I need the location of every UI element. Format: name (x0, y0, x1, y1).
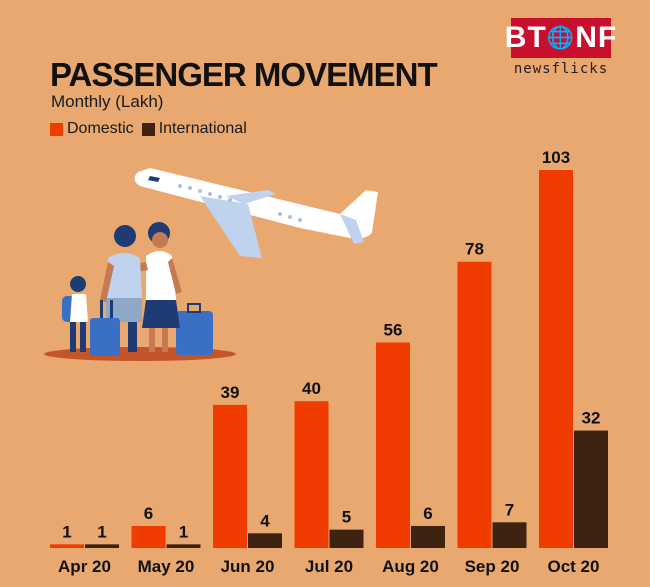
data-label-international-1: 1 (179, 522, 188, 541)
data-label-domestic-4: 56 (384, 320, 403, 339)
bar-international-1 (166, 544, 201, 548)
bar-international-6 (574, 430, 608, 548)
data-label-domestic-0: 1 (62, 522, 71, 541)
bar-international-0 (85, 544, 119, 548)
bar-international-5 (492, 522, 527, 548)
x-tick-label-2: Jun 20 (221, 557, 275, 576)
bar-domestic-0 (50, 544, 84, 548)
data-label-international-6: 32 (582, 409, 601, 428)
data-label-international-0: 1 (97, 522, 106, 541)
bar-domestic-1 (131, 525, 166, 548)
x-tick-label-5: Sep 20 (465, 557, 520, 576)
data-label-international-4: 6 (423, 504, 432, 523)
legend-domestic: Domestic (50, 120, 134, 138)
airplane-icon (134, 168, 378, 258)
x-tick-label-6: Oct 20 (548, 557, 600, 576)
legend-label-international: International (158, 120, 247, 137)
data-label-domestic-6: 103 (542, 148, 570, 167)
bar-domestic-2 (213, 404, 247, 548)
legend-international: International (141, 120, 247, 138)
x-tick-label-4: Aug 20 (382, 557, 439, 576)
data-label-domestic-2: 39 (221, 383, 240, 402)
bar-international-3 (329, 529, 364, 548)
brand-logo: BT 🌐 NF newsflicks (505, 18, 616, 77)
luggage-icon (90, 300, 120, 356)
chart-title: PASSENGER MOVEMENT (50, 56, 438, 93)
data-label-international-2: 4 (260, 511, 270, 530)
x-tick-label-3: Jul 20 (305, 557, 353, 576)
data-label-domestic-5: 78 (465, 240, 484, 259)
data-label-domestic-1: 6 (144, 504, 153, 523)
legend: Domestic International (50, 120, 255, 138)
bar-domestic-6 (539, 170, 573, 548)
bar-domestic-5 (457, 261, 492, 548)
legend-label-domestic: Domestic (67, 120, 134, 137)
bar-international-4 (411, 525, 445, 548)
suitcase-icon (176, 303, 213, 355)
legend-swatch-international (141, 122, 155, 136)
bar-domestic-4 (376, 342, 410, 548)
data-label-domestic-3: 40 (302, 379, 321, 398)
x-tick-label-1: May 20 (138, 557, 195, 576)
logo-newsflicks: newsflicks (513, 61, 609, 77)
bar-international-2 (248, 533, 282, 548)
legend-swatch-domestic (50, 122, 63, 136)
data-label-international-5: 7 (505, 500, 514, 519)
child-figure (62, 276, 88, 352)
x-tick-label-0: Apr 20 (58, 557, 111, 576)
bar-domestic-3 (294, 401, 329, 548)
data-label-international-3: 5 (342, 508, 351, 527)
woman-figure (120, 222, 182, 352)
chart-subtitle: Monthly (Lakh) (51, 92, 164, 111)
logo-bt: BT 🌐 NF (505, 18, 616, 58)
